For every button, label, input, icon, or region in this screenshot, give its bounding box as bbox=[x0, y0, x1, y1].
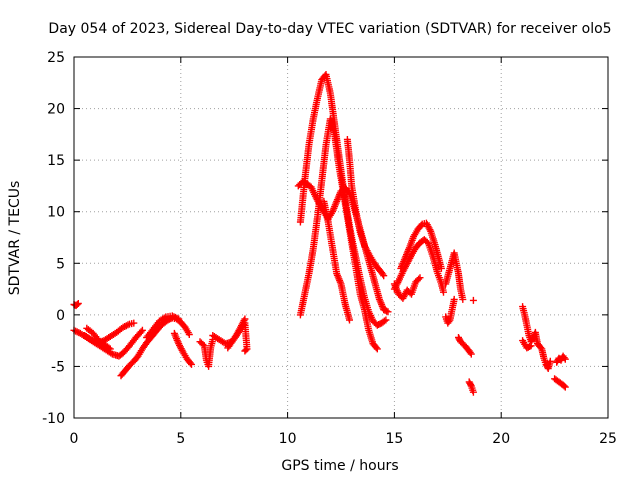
series-arc-10 bbox=[224, 319, 251, 355]
grid bbox=[74, 57, 608, 418]
series-arc-23 bbox=[469, 296, 477, 304]
data-point bbox=[346, 316, 353, 324]
data-point bbox=[546, 357, 554, 365]
data-point bbox=[560, 354, 568, 362]
series-arc-17 bbox=[397, 219, 445, 272]
data-point bbox=[121, 323, 129, 330]
x-axis: 0 5 10 15 20 25 bbox=[70, 57, 617, 447]
data-point bbox=[173, 314, 181, 322]
y-tick-label: 10 bbox=[47, 205, 65, 221]
x-tick-label: 15 bbox=[385, 431, 403, 447]
x-tick-label: 25 bbox=[599, 431, 617, 447]
data-point bbox=[241, 347, 249, 355]
data-point bbox=[175, 315, 183, 323]
y-tick-label: 25 bbox=[47, 50, 65, 66]
series-arc-4 bbox=[83, 324, 114, 353]
x-tick-label: 20 bbox=[492, 431, 510, 447]
data-point bbox=[137, 328, 145, 336]
data-point bbox=[469, 296, 477, 304]
data-point bbox=[74, 300, 82, 307]
data-point bbox=[188, 360, 195, 368]
data-point bbox=[527, 342, 535, 350]
data-point bbox=[466, 349, 474, 356]
series-arc-22 bbox=[465, 378, 477, 396]
data-point bbox=[122, 322, 130, 330]
data-point bbox=[160, 314, 168, 322]
y-tick-label: 0 bbox=[56, 308, 65, 324]
y-tick-label: 15 bbox=[47, 153, 65, 169]
data-point bbox=[380, 272, 388, 280]
data-point bbox=[561, 355, 569, 363]
y-tick-label: 5 bbox=[56, 256, 65, 272]
data-point bbox=[242, 346, 250, 354]
data-points bbox=[70, 71, 569, 396]
x-axis-label: GPS time / hours bbox=[281, 458, 398, 474]
series-arc-12 bbox=[296, 71, 390, 329]
series-arc-5 bbox=[117, 314, 193, 380]
data-point bbox=[415, 275, 423, 283]
data-point bbox=[105, 344, 113, 352]
data-point bbox=[384, 308, 392, 316]
y-axis-label: SDTVAR / TECUs bbox=[7, 181, 23, 296]
data-point bbox=[560, 382, 568, 390]
data-point bbox=[469, 388, 477, 396]
data-point bbox=[380, 317, 388, 325]
data-point bbox=[450, 295, 458, 303]
series-arc-27 bbox=[551, 375, 569, 391]
series-arc-14 bbox=[343, 136, 388, 280]
series-arc-7 bbox=[170, 329, 195, 368]
series-arc-18 bbox=[390, 274, 424, 302]
chart-title: Day 054 of 2023, Sidereal Day-to-day VTE… bbox=[48, 21, 611, 37]
data-point bbox=[130, 319, 138, 327]
series-arc-15 bbox=[320, 197, 353, 324]
data-point bbox=[445, 318, 453, 326]
series-arc-8 bbox=[196, 336, 217, 370]
data-point bbox=[185, 331, 193, 338]
series-arc-25 bbox=[519, 337, 535, 352]
data-point bbox=[172, 313, 179, 321]
data-point bbox=[372, 344, 380, 352]
data-point bbox=[459, 295, 467, 303]
data-point bbox=[73, 301, 81, 308]
data-point bbox=[437, 264, 445, 272]
series-arc-21 bbox=[455, 334, 475, 358]
series-arc-24 bbox=[519, 303, 554, 372]
series-arc-1 bbox=[70, 300, 82, 310]
data-point bbox=[106, 345, 114, 353]
series-arc-26 bbox=[553, 352, 569, 366]
x-tick-label: 0 bbox=[70, 431, 79, 447]
data-point bbox=[561, 383, 569, 391]
y-tick-label: -5 bbox=[51, 359, 65, 375]
series-arc-6 bbox=[143, 312, 183, 341]
data-point bbox=[186, 359, 194, 367]
plot-frame bbox=[73, 56, 609, 419]
data-point bbox=[379, 270, 387, 278]
series-arc-20 bbox=[442, 295, 458, 327]
data-point bbox=[87, 336, 95, 344]
data-point bbox=[382, 316, 390, 324]
series-arc-19 bbox=[442, 249, 467, 303]
data-point bbox=[426, 226, 434, 234]
data-point bbox=[537, 344, 545, 352]
data-point bbox=[373, 345, 381, 353]
data-point bbox=[72, 327, 80, 335]
y-tick-label: -10 bbox=[42, 411, 65, 427]
data-point bbox=[467, 350, 475, 358]
y-tick-label: 20 bbox=[47, 102, 65, 118]
data-point bbox=[440, 288, 447, 296]
data-point bbox=[124, 321, 132, 329]
series-arc-2 bbox=[70, 326, 146, 360]
data-point bbox=[416, 274, 424, 282]
x-tick-label: 10 bbox=[279, 431, 297, 447]
x-tick-label: 5 bbox=[176, 431, 185, 447]
data-point bbox=[168, 312, 176, 320]
y-axis: -10 -5 0 5 10 15 20 25 bbox=[42, 50, 608, 427]
data-point bbox=[138, 326, 146, 334]
